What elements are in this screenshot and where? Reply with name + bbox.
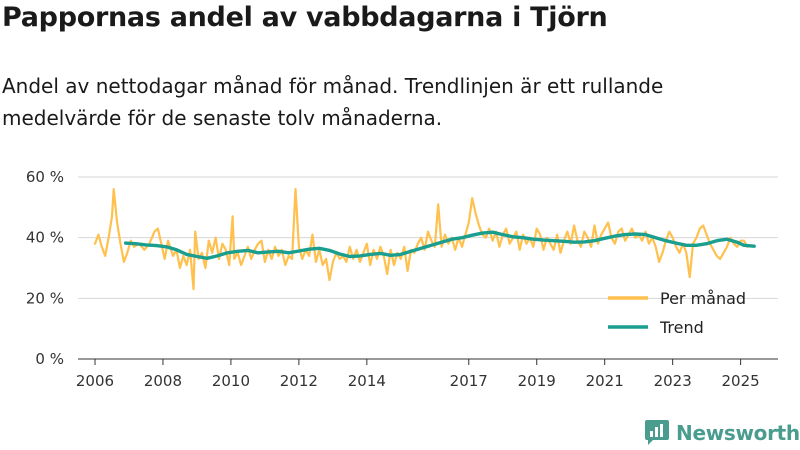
series-line-trend — [123, 230, 756, 260]
legend-label-trend: Trend — [659, 318, 704, 337]
y-tick-label: 60 % — [26, 168, 64, 186]
page-subtitle: Andel av nettodagar månad för månad. Tre… — [2, 74, 664, 130]
y-tick-label: 0 % — [35, 350, 64, 368]
x-tick-label: 2010 — [212, 372, 250, 390]
newsworthy-logo-text: Newsworthy — [676, 421, 800, 445]
page-title: Pappornas andel av vabbdagarna i Tjörn — [2, 2, 608, 33]
x-tick-label: 2021 — [586, 372, 624, 390]
newsworthy-logo-icon — [645, 420, 669, 445]
x-tick-label: 2012 — [280, 372, 318, 390]
y-tick-label: 20 % — [26, 289, 64, 307]
axis-layer: 0 % 20 % 40 % 60 % 2006 2008 2010 2012 2014 2017 2… — [26, 168, 760, 390]
x-tick-label: 2017 — [450, 372, 488, 390]
x-tick-label: 2023 — [654, 372, 692, 390]
x-tick-label: 2006 — [76, 372, 114, 390]
newsworthy-logo: Newsworthy — [644, 418, 800, 448]
x-tick-label: 2014 — [348, 372, 386, 390]
x-tick-label: 2008 — [144, 372, 182, 390]
series-line-per-manad — [93, 188, 749, 291]
y-tick-label: 40 % — [26, 229, 64, 247]
x-tick-label: 2025 — [722, 372, 760, 390]
legend-label-per-manad: Per månad — [660, 289, 746, 308]
x-tick-label: 2019 — [518, 372, 556, 390]
series-layer — [93, 188, 756, 291]
legend: Per månad Trend — [608, 289, 746, 337]
